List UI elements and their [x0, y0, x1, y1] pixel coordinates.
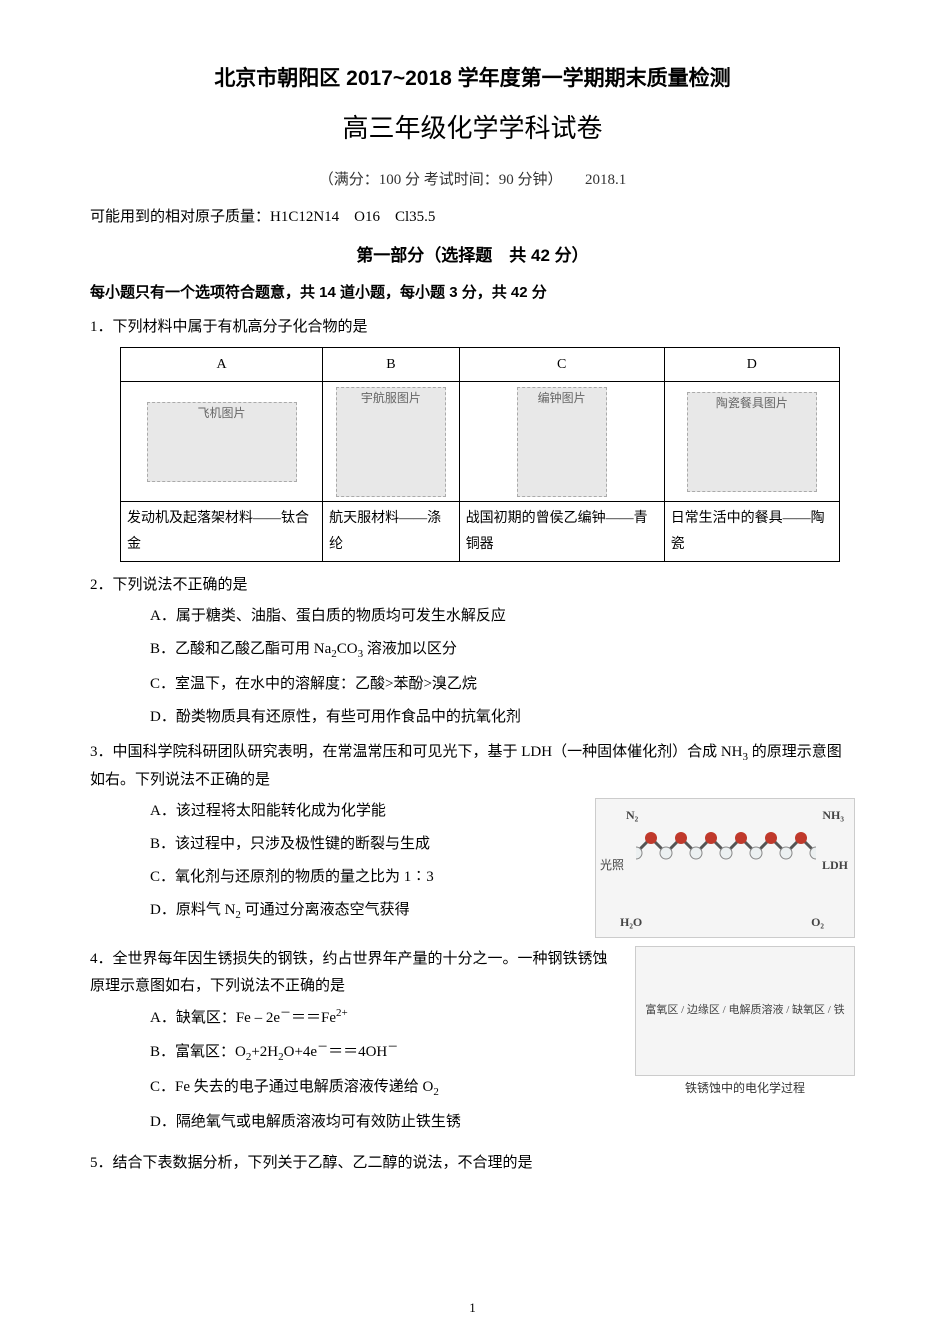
- q1-image-d: 陶瓷餐具图片: [687, 392, 817, 492]
- q3-figure: N₂ NH₃ LDH H₂O O₂ 光照: [595, 798, 855, 938]
- q3-option-b: B．该过程中，只涉及极性键的断裂与生成: [150, 831, 595, 858]
- q1-header-d: D: [664, 348, 839, 382]
- q2-option-a: A．属于糖类、油脂、蛋白质的物质均可发生水解反应: [150, 603, 855, 630]
- q2-option-d: D．酚类物质具有还原性，有些可用作食品中的抗氧化剂: [150, 704, 855, 731]
- q1-stem: 下列材料中属于有机高分子化合物的是: [113, 319, 368, 335]
- question-4: 富氧区 / 边缘区 / 电解质溶液 / 缺氧区 / 铁 铁锈蚀中的电化学过程 4…: [90, 946, 855, 1142]
- q4b-sup2: －: [387, 1041, 398, 1053]
- doc-meta: （满分：100 分 考试时间：90 分钟） 2018.1: [90, 167, 855, 194]
- q3-fig-light: 光照: [600, 855, 624, 877]
- q3-option-d: D．原料气 N2 可通过分离液态空气获得: [150, 897, 595, 926]
- q3-option-c: C．氧化剂与还原剂的物质的量之比为 1∶3: [150, 864, 595, 891]
- q4-figure-caption: 铁锈蚀中的电化学过程: [635, 1078, 855, 1100]
- q4b-seg2: +2H: [251, 1044, 278, 1060]
- q1-image-b: 宇航服图片: [336, 387, 446, 497]
- q1-image-a: 飞机图片: [147, 402, 297, 482]
- q2b-seg1: B．乙酸和乙酸乙酯可用 Na: [150, 641, 331, 657]
- q3-fig-ldh: LDH: [822, 855, 848, 877]
- q3d-seg2: 可通过分离液态空气获得: [241, 902, 410, 918]
- q1-options-table: A B C D 飞机图片 宇航服图片 编钟图片 陶瓷餐具图片 发动机及起落架材料…: [120, 347, 840, 562]
- q2-stem: 下列说法不正确的是: [113, 577, 248, 593]
- q4-figure: 富氧区 / 边缘区 / 电解质溶液 / 缺氧区 / 铁: [635, 946, 855, 1076]
- q1-caption-a: 发动机及起落架材料——钛合金: [121, 502, 323, 561]
- q3-fig-lattice-icon: [636, 823, 816, 873]
- q3-fig-o2: O₂: [811, 912, 824, 934]
- q3-fig-h2o: H₂O: [620, 912, 642, 934]
- section-instructions: 每小题只有一个选项符合题意，共 14 道小题，每小题 3 分，共 42 分: [90, 279, 855, 306]
- q3-fig-nh3: NH₃: [822, 805, 844, 827]
- page-number: 1: [0, 1296, 945, 1319]
- q1-header-a: A: [121, 348, 323, 382]
- q4c-seg1: C．Fe 失去的电子通过电解质溶液传递给 O: [150, 1079, 433, 1095]
- doc-title-2: 高三年级化学学科试卷: [90, 106, 855, 153]
- q4-number: 4．: [90, 951, 113, 967]
- q4b-seg4: ＝＝4OH: [328, 1044, 387, 1060]
- q4a-sup2: 2+: [336, 1007, 348, 1019]
- q1-caption-d: 日常生活中的餐具——陶瓷: [664, 502, 839, 561]
- q2-number: 2．: [90, 577, 113, 593]
- q1-caption-b: 航天服材料——涤纶: [323, 502, 460, 561]
- atomic-mass-line: 可能用到的相对原子质量：H1C12N14 O16 Cl35.5: [90, 204, 855, 231]
- q2-option-c: C．室温下，在水中的溶解度：乙酸>苯酚>溴乙烷: [150, 671, 855, 698]
- q2b-seg2: CO: [337, 641, 358, 657]
- q3-stem-a: 中国科学院科研团队研究表明，在常温常压和可见光下，基于 LDH（一种固体催化剂）…: [113, 744, 743, 760]
- q4a-seg1: A．缺氧区：Fe – 2e: [150, 1010, 280, 1026]
- section-header: 第一部分（选择题 共 42 分）: [90, 241, 855, 272]
- q3-option-a: A．该过程将太阳能转化成为化学能: [150, 798, 595, 825]
- q4a-seg2: ＝＝Fe: [291, 1010, 336, 1026]
- q2-option-b: B．乙酸和乙酸乙酯可用 Na2CO3 溶液加以区分: [150, 636, 855, 665]
- q4-option-d: D．隔绝氧气或电解质溶液均可有效防止铁生锈: [150, 1109, 855, 1136]
- q4b-seg3: O+4e: [284, 1044, 317, 1060]
- q4b-sup1: －: [317, 1041, 328, 1053]
- q1-header-b: B: [323, 348, 460, 382]
- doc-title-1: 北京市朝阳区 2017~2018 学年度第一学期期末质量检测: [90, 60, 855, 98]
- question-5: 5．结合下表数据分析，下列关于乙醇、乙二醇的说法，不合理的是: [90, 1150, 855, 1177]
- question-3: 3．中国科学院科研团队研究表明，在常温常压和可见光下，基于 LDH（一种固体催化…: [90, 739, 855, 939]
- q1-image-c: 编钟图片: [517, 387, 607, 497]
- q3-number: 3．: [90, 744, 113, 760]
- q5-number: 5．: [90, 1155, 113, 1171]
- q1-caption-c: 战国初期的曾侯乙编钟——青铜器: [459, 502, 664, 561]
- q3d-seg1: D．原料气 N: [150, 902, 235, 918]
- q2b-seg3: 溶液加以区分: [363, 641, 457, 657]
- q1-number: 1．: [90, 319, 113, 335]
- q4a-sup1: －: [280, 1007, 291, 1019]
- q5-stem: 结合下表数据分析，下列关于乙醇、乙二醇的说法，不合理的是: [113, 1155, 533, 1171]
- q4b-seg1: B．富氧区：O: [150, 1044, 246, 1060]
- q4c-sub: 2: [433, 1086, 439, 1098]
- q4-fig-hint: 富氧区 / 边缘区 / 电解质溶液 / 缺氧区 / 铁: [641, 997, 848, 1025]
- q4-stem: 全世界每年因生锈损失的钢铁，约占世界年产量的十分之一。一种钢铁锈蚀原理示意图如右…: [90, 951, 608, 994]
- question-1: 1．下列材料中属于有机高分子化合物的是 A B C D 飞机图片 宇航服图片 编…: [90, 314, 855, 562]
- q1-header-c: C: [459, 348, 664, 382]
- question-2: 2．下列说法不正确的是 A．属于糖类、油脂、蛋白质的物质均可发生水解反应 B．乙…: [90, 572, 855, 731]
